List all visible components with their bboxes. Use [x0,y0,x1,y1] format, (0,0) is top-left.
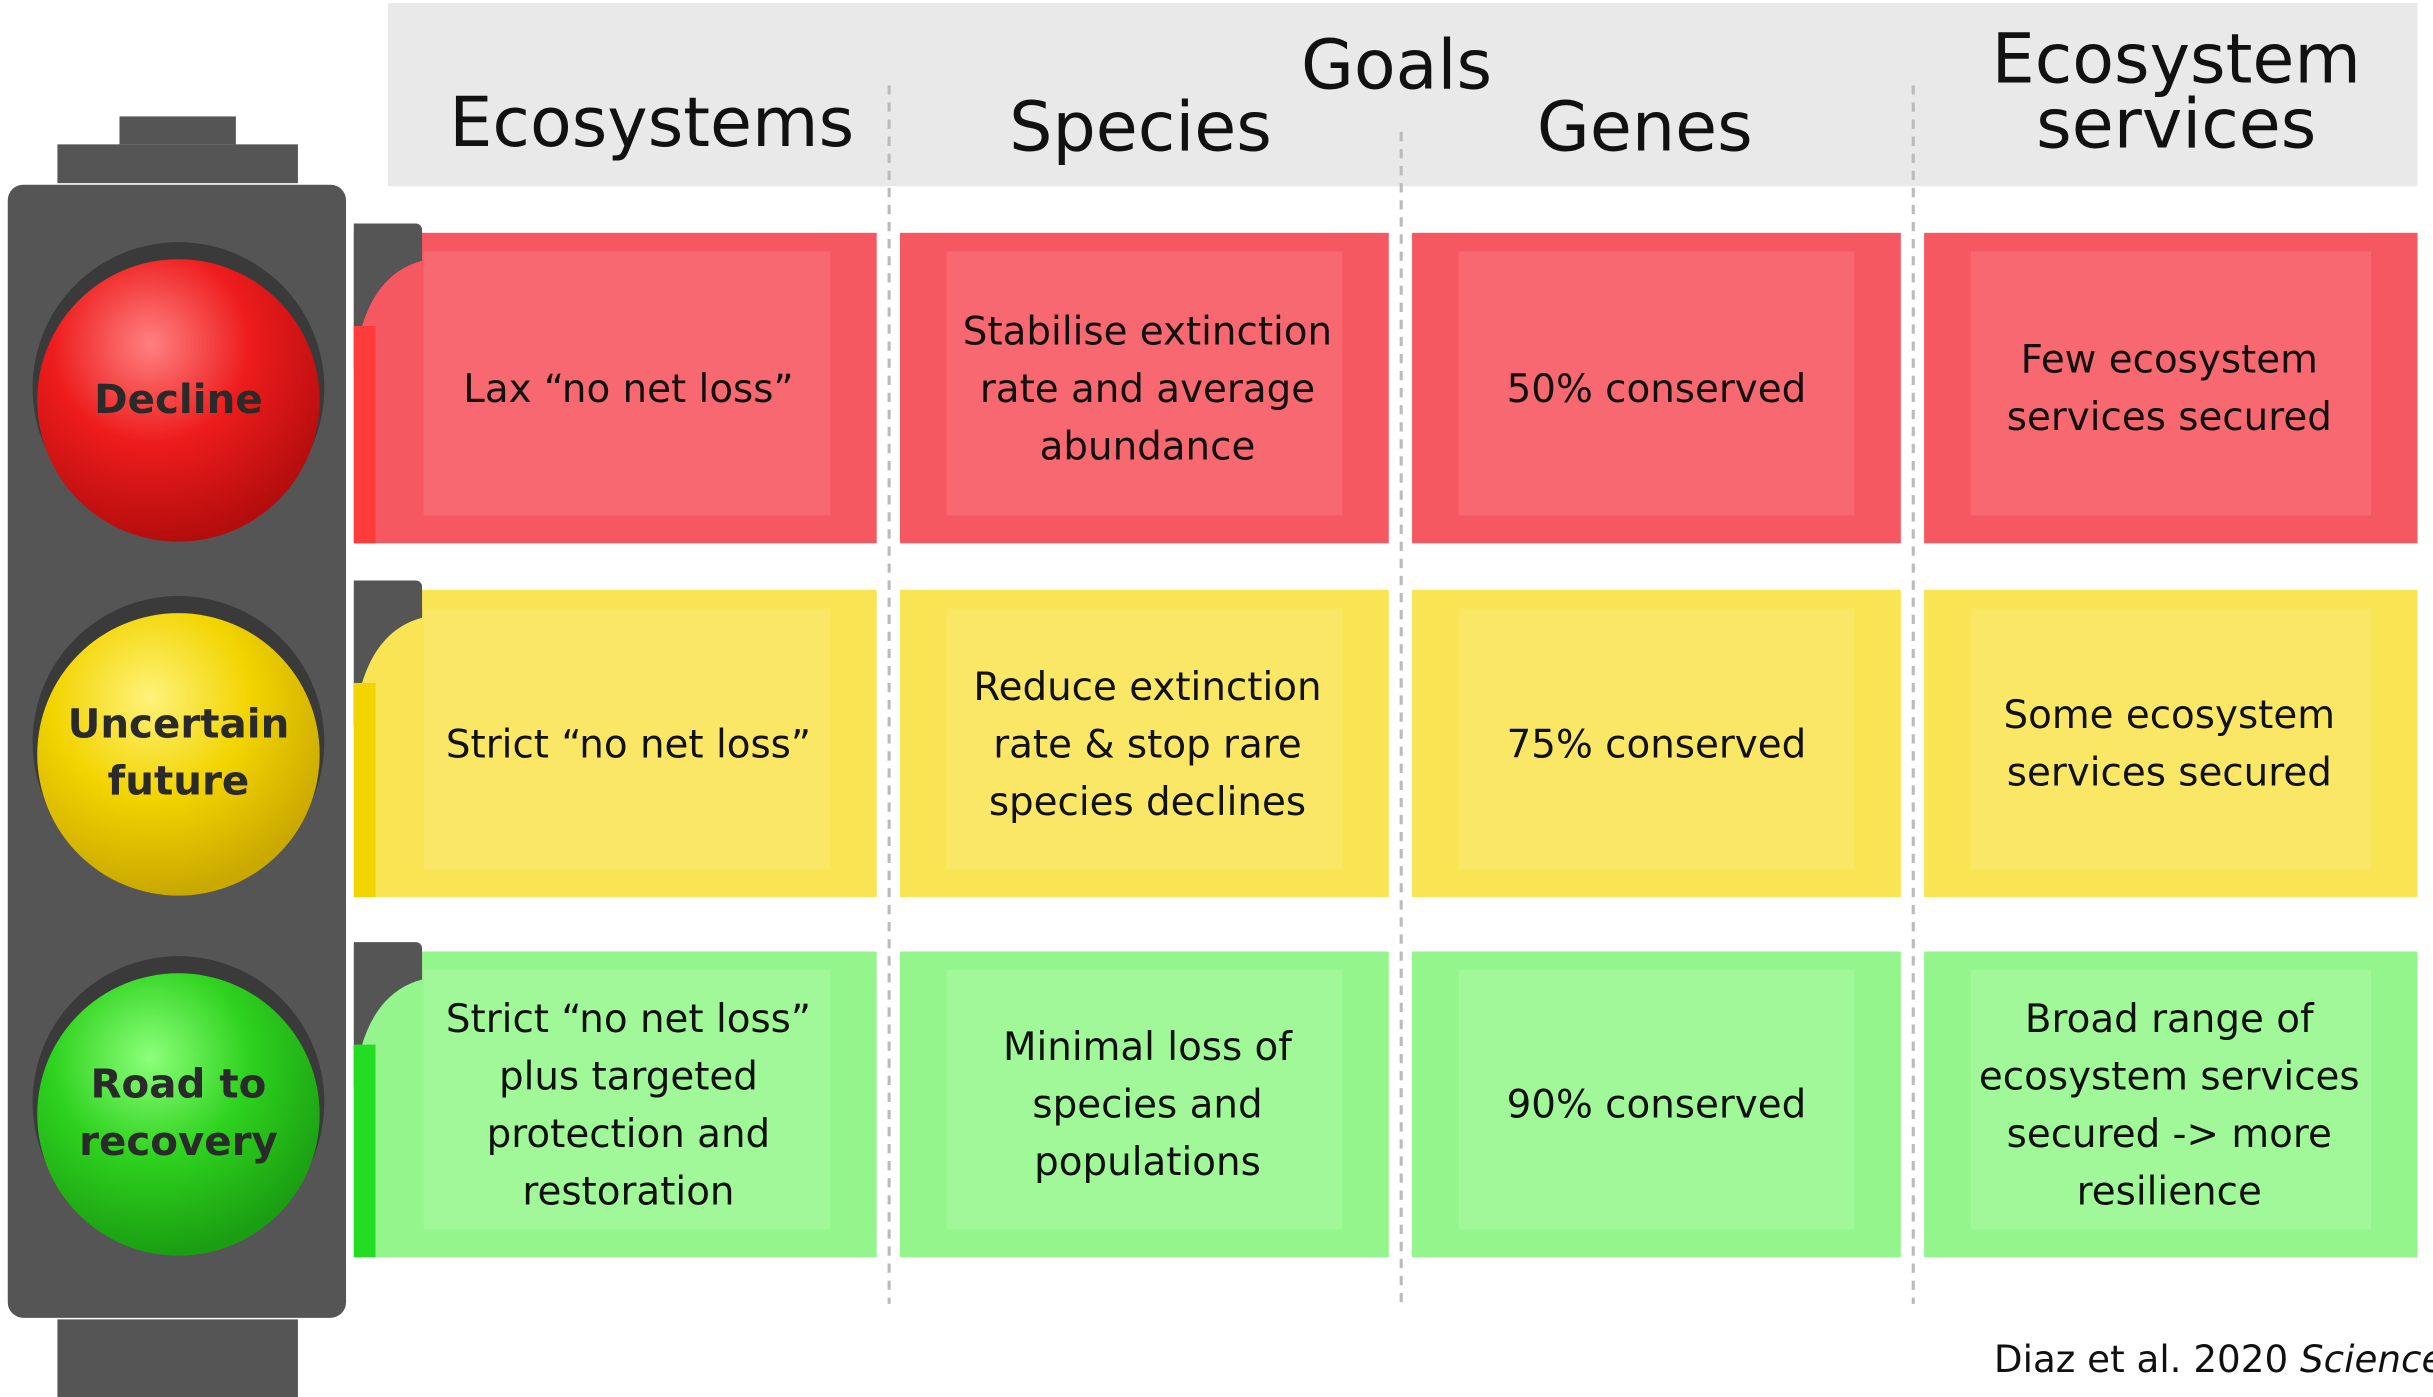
row-tab [353,942,423,1089]
column-header: Ecosystem services [1991,20,2361,165]
cell-inner [946,608,1343,870]
cell-inner [1970,970,2371,1230]
cell-inner [1458,970,1855,1230]
row-edge [353,682,376,898]
lamp-label: Decline [94,376,263,423]
cell-inner [946,970,1343,1230]
row-tab [353,223,423,370]
cell-inner [423,970,831,1230]
column-header: Ecosystems [449,83,855,163]
cell-inner [1458,251,1855,516]
lamp-label: Uncertain future [67,701,290,806]
cell-text: Broad range of ecosystem services secure… [1978,995,2360,1214]
cell-text: 50% conserved [1506,365,1807,411]
cell-text: 90% conserved [1506,1081,1807,1127]
citation-journal: Science [2300,1337,2433,1382]
lamp [37,613,320,896]
column-header: Genes [1536,88,1753,168]
dividers [887,85,1915,1304]
cell-text: Lax “no net loss” [463,365,794,411]
cell-text: Minimal loss of species and populations [1003,1024,1292,1185]
rows [32,223,2418,1258]
cell-inner [423,608,831,870]
cell-text: Some ecosystem services secured [2003,692,2336,795]
light-cap [119,116,236,145]
row-edge [353,1044,376,1258]
cell-text: Strict “no net loss” [445,720,811,767]
cell-text: Few ecosystem services secured [2006,336,2332,440]
citation-text: Diaz et al. 2020 [1993,1337,2289,1382]
cell-text: Strict “no net loss” plus targeted prote… [445,995,811,1214]
row-edge [353,325,376,544]
header-title: Goals [1300,25,1493,105]
lamp [37,973,320,1256]
lamp-label: Road to recovery [79,1061,278,1166]
citation: Diaz et al. 2020 Science [1994,1338,2433,1381]
cell-inner [423,251,831,516]
cell-inner [1970,608,2371,870]
cell-text: Stabilise extinction rate and average ab… [962,308,1333,468]
cell-inner [946,251,1343,516]
cell-inner [1458,608,1855,870]
cell-inner [1970,251,2371,516]
light-stem [57,1319,298,1397]
lamp [37,259,320,542]
cell-text: Reduce extinction rate & stop rare speci… [973,663,1322,824]
row-tab [353,580,423,727]
light-cap [57,144,298,184]
column-header: Species [1009,88,1272,168]
cell-text: 75% conserved [1506,720,1807,767]
